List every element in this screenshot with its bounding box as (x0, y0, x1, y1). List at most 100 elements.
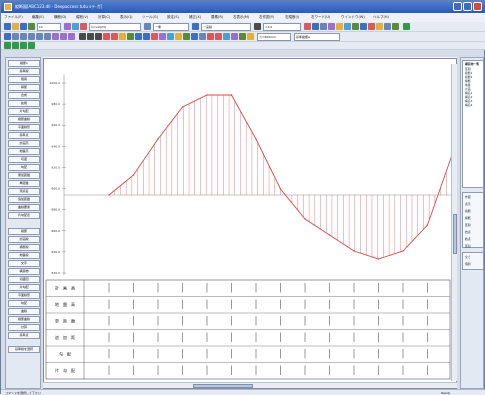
snap-near-icon[interactable] (28, 42, 35, 49)
arc-icon[interactable] (60, 33, 67, 40)
command-button[interactable]: 基準点 (8, 332, 40, 339)
menu-item[interactable]: ウインドウ(W) (341, 15, 365, 19)
line-icon[interactable] (79, 33, 86, 40)
leader-icon[interactable] (143, 33, 150, 40)
horizontal-scrollbar[interactable] (43, 382, 457, 388)
command-button[interactable]: 計画高 (8, 140, 40, 147)
tree-item[interactable]: 横断 (465, 79, 471, 83)
zoom-out-icon[interactable] (20, 33, 27, 40)
trim-icon[interactable] (207, 33, 214, 40)
tree-item[interactable]: 構造1 (465, 91, 473, 95)
color-icon[interactable] (254, 23, 261, 30)
menu-item[interactable]: 右表示(M) (233, 15, 250, 19)
command-button[interactable]: 拡幅 (8, 100, 40, 107)
pen-combo[interactable]: ー実線 (201, 23, 251, 31)
menu-item[interactable]: 計算(C) (98, 15, 111, 19)
command-button[interactable]: 片勾配 (8, 108, 40, 115)
zoom-icon[interactable] (144, 23, 151, 30)
measure-icon[interactable] (352, 23, 359, 30)
mirror-icon[interactable] (344, 23, 351, 30)
vertical-scroll-thumb[interactable] (453, 214, 457, 254)
command-button[interactable]: 縦断曲線 (8, 316, 40, 323)
width-combo[interactable]: =3.0 (263, 23, 301, 31)
help-icon[interactable] (403, 23, 410, 30)
command-button[interactable]: 測点名 (8, 188, 40, 195)
fit-icon[interactable] (392, 23, 399, 30)
layer-combo[interactable]: L0 (37, 23, 61, 31)
size-combo[interactable]: ス=500mm (257, 33, 291, 41)
command-button[interactable]: 切盛 (8, 156, 40, 163)
fillet-icon[interactable] (231, 33, 238, 40)
snap-mid-icon[interactable] (12, 42, 19, 49)
menu-item[interactable]: ファイル(F) (4, 15, 23, 19)
command-button[interactable]: 切盛図 (8, 276, 40, 283)
menu-item[interactable]: 右縦断(I) (285, 15, 300, 19)
menu-item[interactable]: 設定(S) (167, 15, 179, 19)
layer-toggle-icon[interactable] (376, 23, 383, 30)
delete-icon[interactable] (80, 23, 87, 30)
command-button[interactable]: 縦断曲線 (8, 116, 40, 123)
grid-icon[interactable] (360, 23, 367, 30)
redo-icon[interactable] (72, 23, 79, 30)
spline-icon[interactable] (167, 33, 174, 40)
vertical-scrollbar[interactable] (451, 64, 457, 381)
tree-item[interactable]: 縦断2 (465, 75, 473, 79)
tree-item[interactable]: 区間 (465, 67, 471, 71)
command-button[interactable]: 平面線形 (8, 292, 40, 299)
command-button[interactable]: 曲線 (8, 308, 40, 315)
curve-icon[interactable] (159, 33, 166, 40)
copy-icon[interactable] (328, 23, 335, 30)
menu-item[interactable]: 右ワード(U) (311, 15, 331, 19)
tree-item[interactable]: 構造4 (465, 103, 473, 107)
option-checkbox[interactable]: 個別 (465, 262, 471, 266)
undo-icon[interactable] (64, 23, 71, 30)
drawing-canvas[interactable]: 1000.0 980.0 960.0 940.0 920.0 900.0 880.0 860.… (43, 58, 457, 389)
menu-item[interactable]: 補正(X) (189, 15, 202, 19)
command-button[interactable]: 累加距離 (8, 172, 40, 179)
snap-center-icon[interactable] (20, 42, 27, 49)
command-button[interactable]: 片勾配 (8, 284, 40, 291)
tree-item[interactable]: 構造3 (465, 99, 473, 103)
mark-icon[interactable] (151, 33, 158, 40)
explode-icon[interactable] (199, 33, 206, 40)
menu-item[interactable]: 右作図(Y) (259, 15, 275, 19)
triangle-icon[interactable] (103, 33, 110, 40)
menu-item[interactable]: 表示(Q) (120, 15, 133, 19)
block-icon[interactable] (183, 33, 190, 40)
offset-icon[interactable] (223, 33, 230, 40)
open-icon[interactable] (12, 23, 19, 30)
zoom-in-icon[interactable] (12, 33, 19, 40)
scale-combo[interactable]: h=val(23) (89, 23, 141, 31)
line-combo[interactable]: ー重 (153, 23, 189, 31)
command-button[interactable]: 基準線 (8, 68, 40, 75)
view-combo[interactable]: 基準縦断A (294, 33, 340, 41)
tree-item[interactable]: 縦断1 (465, 71, 473, 75)
snap-icon[interactable] (368, 23, 375, 30)
command-button[interactable]: 基準点 (8, 132, 40, 139)
command-button[interactable]: 勾配 (8, 164, 40, 171)
pan-icon[interactable] (44, 33, 51, 40)
polygon-icon[interactable] (111, 33, 118, 40)
profile-drawing[interactable]: 1000.0 980.0 960.0 940.0 920.0 900.0 880.0 860.… (44, 65, 452, 383)
chamfer-icon[interactable] (239, 33, 246, 40)
command-button[interactable]: 計画線 (8, 236, 40, 243)
tree-item[interactable]: 計画 (465, 87, 471, 91)
menu-item[interactable]: 横断(D) (54, 15, 67, 19)
command-button[interactable]: 単距離 (8, 180, 40, 187)
command-button[interactable]: 勾配 (8, 300, 40, 307)
polyline-icon[interactable] (87, 33, 94, 40)
menu-item[interactable]: 要素(R) (211, 15, 224, 19)
command-button[interactable]: 文字 (8, 260, 40, 267)
command-button[interactable]: 合成 (8, 92, 40, 99)
command-button[interactable]: 横断線 (8, 244, 40, 251)
option-checkbox[interactable]: 全て (465, 255, 471, 259)
command-button[interactable]: 構造物 (8, 268, 40, 275)
new-icon[interactable] (4, 23, 11, 30)
menu-item[interactable]: 編集(E) (32, 15, 44, 19)
menu-item[interactable]: ヘルプ(H) (373, 15, 389, 19)
command-button[interactable]: 計算 (8, 324, 40, 331)
rotate-icon[interactable] (336, 23, 343, 30)
circle-icon[interactable] (52, 33, 59, 40)
hatch-icon[interactable] (119, 33, 126, 40)
command-button[interactable]: 地盤高 (8, 148, 40, 155)
